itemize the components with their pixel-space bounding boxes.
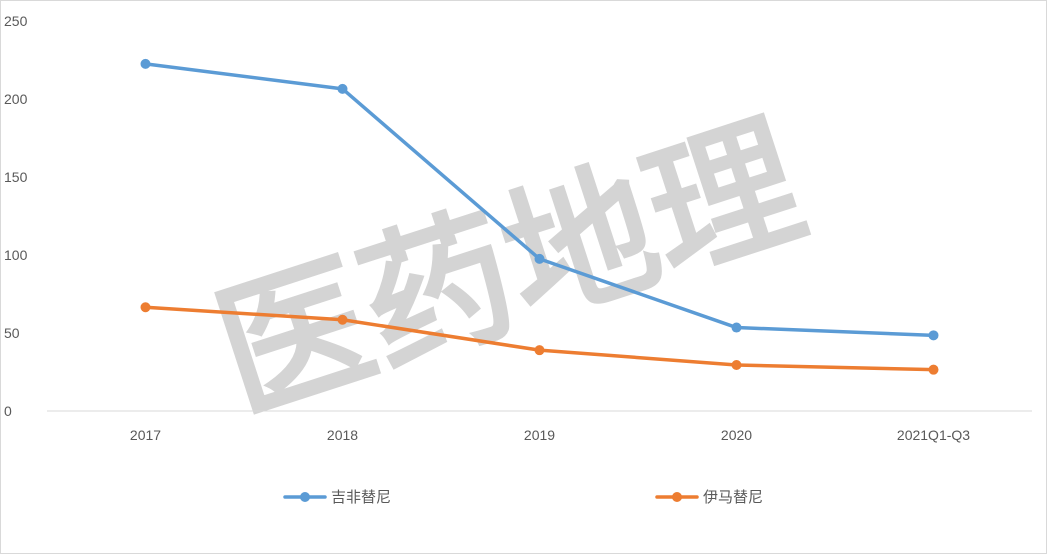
x-tick-label: 2019 <box>524 427 555 443</box>
data-point <box>731 359 742 370</box>
axes: 0 50 100 150 200 250 2017 2018 2019 2020 2021Q1-Q3 <box>4 13 1032 443</box>
data-point <box>534 253 545 264</box>
legend-marker-0 <box>300 492 310 502</box>
legend-marker-1 <box>672 492 682 502</box>
y-tick-label: 0 <box>4 403 12 419</box>
legend-label-0: 吉非替尼 <box>331 488 391 506</box>
y-tick-label: 250 <box>4 13 28 29</box>
data-point <box>140 58 151 69</box>
data-point <box>928 330 939 341</box>
data-point <box>140 302 151 313</box>
y-tick-label: 150 <box>4 169 28 185</box>
watermark-text: 医药地理 <box>197 94 821 445</box>
legend-label-1: 伊马替尼 <box>703 488 763 506</box>
data-point <box>337 314 348 325</box>
data-point <box>534 345 545 356</box>
series-group <box>140 58 939 375</box>
x-tick-label: 2018 <box>327 427 358 443</box>
data-point <box>731 322 742 333</box>
y-tick-label: 200 <box>4 91 28 107</box>
legend: 吉非替尼 伊马替尼 <box>283 488 763 506</box>
data-point <box>928 364 939 375</box>
data-point <box>337 83 348 94</box>
x-tick-label: 2020 <box>721 427 752 443</box>
watermark: 医药地理 <box>197 94 821 445</box>
y-tick-label: 50 <box>4 325 20 341</box>
x-tick-label: 2021Q1-Q3 <box>897 427 970 443</box>
y-tick-label: 100 <box>4 247 28 263</box>
x-tick-label: 2017 <box>130 427 161 443</box>
